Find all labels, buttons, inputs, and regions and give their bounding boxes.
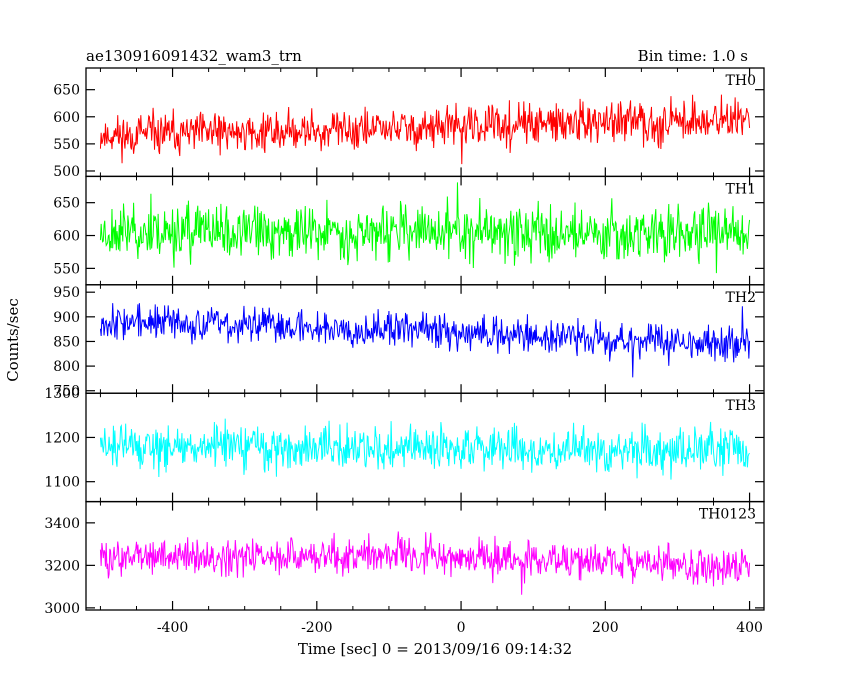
y-tick-label: 500 (53, 164, 80, 180)
panel-th1: 550 600 650 TH1 (53, 175, 765, 286)
x-tick-label: 200 (592, 620, 619, 636)
y-tick-label: 1300 (44, 386, 80, 402)
y-tick-label: 650 (53, 83, 80, 99)
y-tick-label: 3000 (44, 601, 80, 617)
lightcurve-th0123 (99, 531, 751, 595)
x-axis-label: Time [sec] 0 = 2013/09/16 09:14:32 (298, 640, 572, 658)
y-tick-label: 550 (53, 137, 80, 153)
lightcurve-th3 (99, 418, 750, 480)
y-tick-label: 900 (53, 310, 80, 326)
panel-stack: 500 550 600 650 TH0 550 600 650 TH1 750 800 850 900 9… (44, 67, 765, 636)
y-tick-label: 800 (53, 359, 80, 375)
panel-label: TH2 (726, 290, 756, 306)
y-tick-label: 650 (53, 196, 80, 212)
y-tick-label: 3200 (44, 558, 80, 574)
y-tick-label: 850 (53, 334, 80, 350)
panel-th3: 1100 1200 1300 TH3 (44, 386, 765, 503)
y-tick-label: 1200 (44, 430, 80, 446)
panel-th2: 750 800 850 900 950 TH2 (53, 284, 765, 400)
panel-label: TH0 (726, 73, 756, 89)
lightcurve-th0 (99, 94, 751, 165)
y-tick-label: 3400 (44, 516, 80, 532)
y-tick-label: 600 (53, 110, 80, 126)
x-tick-label: 0 (457, 620, 466, 636)
panel-label: TH1 (726, 181, 756, 197)
x-tick-label: -400 (157, 620, 188, 636)
y-tick-label: 950 (53, 285, 80, 301)
lightcurve-th2 (99, 303, 751, 378)
panel-label: TH0123 (699, 507, 756, 523)
y-tick-label: 550 (53, 261, 80, 277)
lightcurve-th1 (99, 182, 751, 274)
y-axis-label: Counts/sec (4, 298, 22, 382)
y-tick-label: 1100 (44, 475, 80, 491)
panel-th0123: 3000 3200 3400 TH0123 (44, 500, 765, 617)
chart-header-right: Bin time: 1.0 s (638, 47, 748, 65)
panel-th0: 500 550 600 650 TH0 (53, 67, 765, 180)
x-tick-label: -200 (301, 620, 332, 636)
x-tick-label: 400 (736, 620, 763, 636)
chart-header-left: ae130916091432_wam3_trn (86, 47, 302, 65)
y-tick-label: 750 (53, 384, 80, 400)
panel-label: TH3 (726, 398, 756, 414)
y-tick-label: 600 (53, 229, 80, 245)
